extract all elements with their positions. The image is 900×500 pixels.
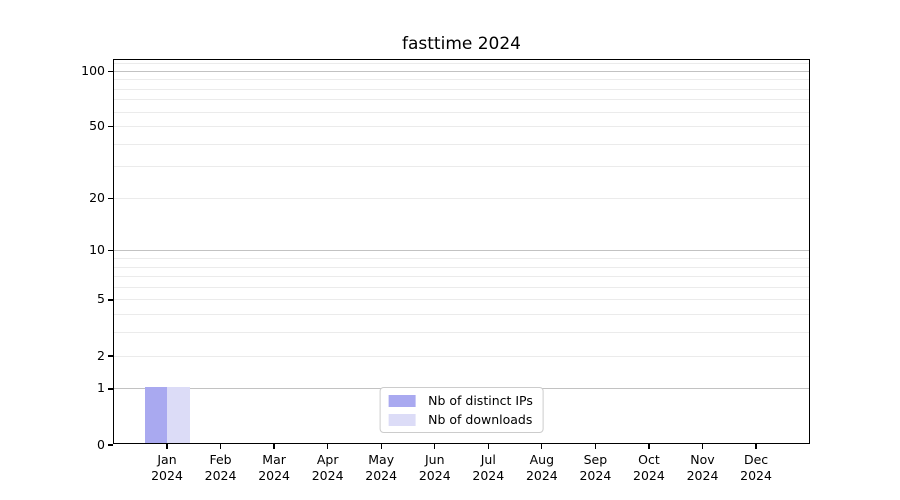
y-axis-tick-label: 20: [89, 189, 105, 205]
y-axis-tick-label: 5: [97, 291, 105, 307]
legend-label-distinct-ips: Nb of distinct IPs: [428, 393, 533, 408]
legend-swatch-distinct-ips: [388, 394, 416, 407]
x-axis-tick: [487, 444, 489, 449]
legend-item-downloads: Nb of downloads: [388, 412, 533, 427]
x-axis-tick-label: Mar 2024: [258, 452, 290, 483]
y-axis-tick: [108, 444, 113, 446]
major-gridline: [114, 70, 809, 72]
y-axis-tick: [108, 388, 113, 390]
y-axis-tick: [108, 250, 113, 252]
y-axis-tick-label: 2: [97, 347, 105, 363]
minor-gridline: [114, 299, 809, 301]
legend-label-downloads: Nb of downloads: [428, 412, 533, 427]
minor-gridline: [114, 99, 809, 101]
x-axis-tick: [327, 444, 329, 449]
legend: Nb of distinct IPs Nb of downloads: [379, 387, 544, 433]
y-axis-tick-label: 0: [97, 436, 105, 452]
minor-gridline: [114, 266, 809, 268]
x-axis-tick-label: Sep 2024: [579, 452, 612, 483]
minor-gridline: [114, 88, 809, 90]
x-axis-tick: [594, 444, 597, 449]
minor-gridline: [114, 197, 809, 199]
chart-title: fasttime 2024: [402, 34, 521, 54]
x-axis-tick-label: Oct 2024: [633, 452, 665, 483]
y-axis-tick-label: 10: [89, 242, 105, 258]
x-axis-tick-label: Jan 2024: [151, 452, 183, 483]
minor-gridline: [114, 314, 809, 316]
chart-render-layer: 0 1 2 5 10 20 50 100 Jan 2024 Feb 2024 Mar 2024 Apr 202…: [81, 60, 809, 483]
y-axis-tick: [108, 299, 113, 301]
minor-gridline: [114, 286, 809, 288]
y-axis-tick-label: 1: [97, 380, 105, 396]
bar-downloads: [167, 386, 190, 443]
y-axis-tick: [108, 70, 113, 72]
x-axis-tick: [166, 444, 168, 449]
x-axis-tick: [380, 444, 382, 449]
x-axis-tick-label: Jul 2024: [472, 452, 505, 483]
x-axis-tick-label: Jun 2024: [418, 452, 451, 483]
x-axis-tick-label: Feb 2024: [204, 452, 237, 483]
minor-gridline: [114, 355, 809, 357]
y-axis-tick-label: 100: [81, 62, 105, 78]
bar-distinct-ips: [144, 386, 167, 443]
x-axis-tick: [434, 444, 436, 449]
minor-gridline: [114, 63, 809, 65]
y-axis-tick: [108, 197, 113, 200]
y-axis-tick: [108, 355, 113, 357]
minor-gridline: [114, 332, 809, 334]
plot-area: 0 1 2 5 10 20 50 100 Jan 2024 Feb 2024 Mar 2024 Apr 202…: [81, 59, 810, 483]
x-axis-tick: [701, 444, 704, 449]
minor-gridline: [114, 111, 809, 113]
x-axis-tick-label: Dec 2024: [740, 452, 772, 483]
x-axis-tick: [541, 444, 543, 449]
legend-item-distinct-ips: Nb of distinct IPs: [388, 393, 533, 408]
minor-gridline: [114, 166, 809, 168]
y-axis-tick: [108, 125, 113, 128]
x-axis-tick-label: Apr 2024: [311, 452, 344, 483]
major-gridline: [114, 250, 809, 252]
minor-gridline: [114, 126, 809, 128]
x-axis-tick-label: May 2024: [365, 452, 398, 483]
x-axis-tick-label: Nov 2024: [686, 452, 719, 483]
minor-gridline: [114, 143, 809, 145]
minor-gridline: [114, 258, 809, 259]
x-axis-tick: [219, 444, 222, 449]
y-axis-tick-label: 50: [89, 118, 105, 134]
x-axis-tick-label: Aug 2024: [525, 452, 558, 483]
x-axis-tick: [755, 444, 757, 449]
minor-gridline: [114, 79, 809, 81]
minor-gridline: [114, 276, 809, 278]
legend-swatch-downloads: [388, 413, 416, 426]
x-axis-tick: [648, 444, 650, 449]
x-axis-tick: [273, 444, 275, 449]
